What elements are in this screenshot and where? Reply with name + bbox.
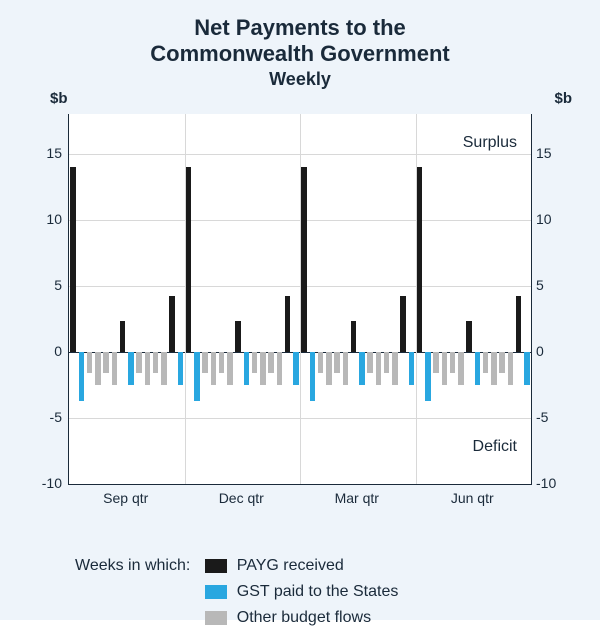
bar-other [260,352,266,385]
bar-other [227,352,233,385]
bar-gst [194,352,200,401]
bar-gst [128,352,134,385]
legend-label: PAYG received [237,557,344,575]
bar-other [161,352,167,385]
bar-payg [466,321,472,351]
bar-payg [516,296,522,352]
x-label: Sep qtr [103,490,148,506]
title-block: Net Payments to the Commonwealth Governm… [20,15,580,90]
bar-other [277,352,283,385]
ytick-left: -10 [20,475,62,491]
bar-gst [310,352,316,401]
title-line-2: Commonwealth Government [20,41,580,67]
surplus-annotation: Surplus [463,134,517,152]
bar-other [326,352,332,385]
ytick-right: 5 [536,277,544,293]
bar-other [318,352,324,373]
ytick-left: 5 [20,277,62,293]
subtitle: Weekly [20,69,580,90]
bar-other [136,352,142,373]
bar-other [433,352,439,373]
ytick-right: 15 [536,145,552,161]
ytick-right: -10 [536,475,556,491]
legend-row-gst: GST paid to the States [205,583,399,601]
legend-label: GST paid to the States [237,583,399,601]
bar-gst [475,352,481,385]
bar-payg [120,321,126,351]
bar-other [153,352,159,373]
ytick-right: 10 [536,211,552,227]
ytick-left: 0 [20,343,62,359]
ytick-left: -5 [20,409,62,425]
bar-other [499,352,505,373]
bar-payg [169,296,175,352]
bar-other [112,352,118,385]
bar-payg [186,167,192,352]
ytick-left: 15 [20,145,62,161]
deficit-annotation: Deficit [473,438,517,456]
plot-area: Surplus Deficit [68,114,532,485]
bar-payg [285,296,291,352]
x-label: Jun qtr [451,490,494,506]
bar-payg [235,321,241,351]
bar-other [491,352,497,385]
bar-other [376,352,382,385]
legend-swatch-payg [205,559,227,573]
bar-other [367,352,373,373]
bar-gst [409,352,415,385]
bar-other [202,352,208,373]
bar-other [103,352,109,373]
bar-other [450,352,456,373]
bar-gst [293,352,299,385]
x-label: Dec qtr [219,490,264,506]
bar-other [145,352,151,385]
ytick-right: -5 [536,409,548,425]
bar-other [442,352,448,385]
legend-heading: Weeks in which: [75,557,190,575]
legend-swatch-other [205,611,227,625]
legend-swatch-gst [205,585,227,599]
bar-other [392,352,398,385]
bar-gst [244,352,250,385]
bar-payg [400,296,406,352]
y-label-right: $b [554,90,572,107]
bar-other [343,352,349,385]
ytick-right: 0 [536,343,544,359]
bar-payg [301,167,307,352]
plot-wrap: $b $b Surplus Deficit -10 -10 -5 -5 0 0 5 5 10 10 1… [20,92,580,512]
bar-gst [425,352,431,401]
bar-other [483,352,489,373]
title-line-1: Net Payments to the [20,15,580,41]
bar-other [211,352,217,385]
bar-payg [351,321,357,351]
bar-gst [359,352,365,385]
bar-payg [70,167,76,352]
bar-gst [524,352,530,385]
bar-payg [417,167,423,352]
bar-other [95,352,101,385]
legend-label: Other budget flows [237,609,371,627]
legend-row-other: Other budget flows [205,609,399,627]
legend: Weeks in which: PAYG received GST paid to… [20,557,580,635]
chart-container: Net Payments to the Commonwealth Governm… [0,0,600,620]
bar-other [87,352,93,373]
bar-gst [79,352,85,401]
ytick-left: 10 [20,211,62,227]
bar-other [508,352,514,385]
bar-other [219,352,225,373]
bar-other [458,352,464,385]
bar-other [268,352,274,373]
y-label-left: $b [50,90,68,107]
x-label: Mar qtr [335,490,379,506]
bar-gst [178,352,184,385]
legend-row-payg: PAYG received [205,557,399,575]
bar-other [334,352,340,373]
bar-other [384,352,390,373]
legend-items: PAYG received GST paid to the States Other… [205,557,399,635]
bar-other [252,352,258,373]
